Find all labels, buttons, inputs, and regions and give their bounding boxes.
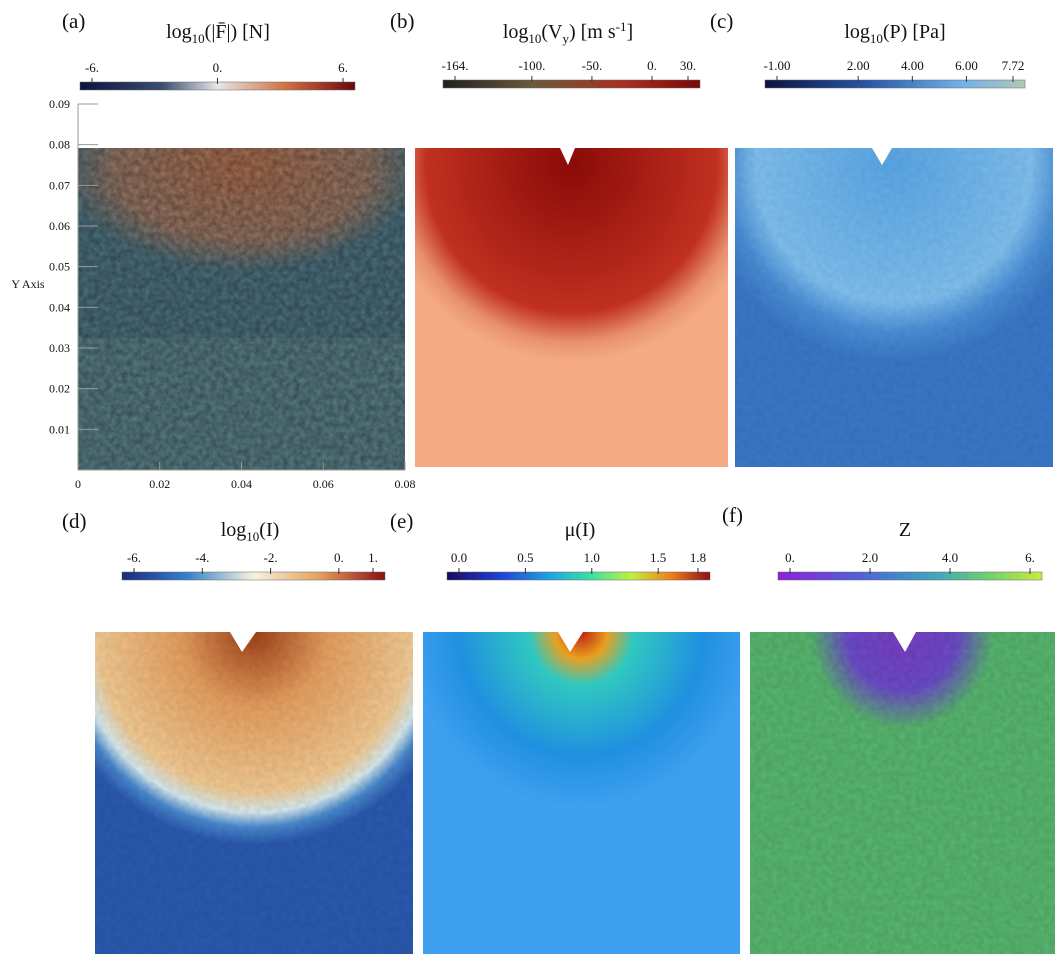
field-d <box>95 632 413 954</box>
colorbar <box>764 79 1026 89</box>
panel-label: (f) <box>722 503 743 527</box>
colorbar-title: Z <box>899 519 911 541</box>
title-part: μ(I) <box>565 519 596 541</box>
title-part: 10 <box>528 31 541 46</box>
colorbar-title: log10(|F̄|) [N] <box>166 21 270 46</box>
colorbar-tick-label: 0. <box>647 58 657 73</box>
title-part: ] <box>627 21 634 43</box>
title-part: 10 <box>192 31 205 46</box>
colorbar-tick-label: 2.00 <box>847 58 870 73</box>
title-part: Z <box>899 519 911 541</box>
title-part: log <box>844 21 870 43</box>
x-tick-label: 0.02 <box>149 477 170 491</box>
colorbar-tick-label: 6.00 <box>955 58 978 73</box>
colorbar-tick-label: -6. <box>85 60 99 75</box>
panel-label: (d) <box>62 509 87 533</box>
y-tick-label: 0.03 <box>49 341 70 355</box>
colorbar-tick-label: 7.72 <box>1002 58 1025 73</box>
colorbar-tick-label: 2.0 <box>862 550 878 565</box>
y-tick-label: 0.07 <box>49 178 70 192</box>
panel-label: (b) <box>390 9 415 33</box>
colorbar-title: μ(I) <box>565 519 596 541</box>
panel-label: (e) <box>390 509 413 533</box>
colorbar-title: log10(P) [Pa] <box>844 21 945 46</box>
y-tick-label: 0.01 <box>49 422 70 436</box>
colorbar <box>446 571 711 581</box>
colorbar-tick-label: 4.0 <box>942 550 958 565</box>
colorbar-tick-label: 6. <box>338 60 348 75</box>
x-tick-label: 0 <box>75 477 81 491</box>
title-part: 10 <box>870 31 883 46</box>
field-b <box>415 148 728 467</box>
field-f <box>750 632 1055 954</box>
colorbar <box>121 571 386 581</box>
title-part: y <box>562 31 569 46</box>
title-part: 10 <box>246 529 259 544</box>
y-tick-label: 0.09 <box>49 97 70 111</box>
field-c <box>735 148 1053 467</box>
title-part: ) [m s <box>569 21 616 43</box>
y-axis-label: Y Axis <box>11 277 45 291</box>
y-tick-label: 0.06 <box>49 219 70 233</box>
colorbar-tick-label: -164. <box>441 58 468 73</box>
colorbar <box>442 79 701 89</box>
y-tick-label: 0.04 <box>49 300 70 314</box>
title-part: -1 <box>616 19 627 34</box>
colorbar-tick-label: 0.0 <box>451 550 467 565</box>
colorbar-tick-label: 0. <box>213 60 223 75</box>
title-part: log <box>166 21 192 43</box>
colorbar-tick-label: 0. <box>785 550 795 565</box>
colorbar-tick-label: 6. <box>1025 550 1035 565</box>
colorbar-tick-label: -50. <box>582 58 603 73</box>
colorbar-tick-label: 30. <box>680 58 696 73</box>
colorbar-tick-label: 1.5 <box>650 550 666 565</box>
colorbar-tick-label: 1.0 <box>584 550 600 565</box>
y-tick-label: 0.08 <box>49 138 70 152</box>
x-tick-label: 0.08 <box>395 477 416 491</box>
title-part: (V <box>541 21 563 43</box>
title-part: log <box>221 519 247 541</box>
title-part: log <box>503 21 529 43</box>
colorbar-tick-label: 4.00 <box>901 58 924 73</box>
colorbar <box>777 571 1043 581</box>
panel-label: (c) <box>710 9 733 33</box>
colorbar-tick-label: -100. <box>518 58 545 73</box>
colorbar-tick-label: -2. <box>264 550 278 565</box>
y-tick-label: 0.02 <box>49 382 70 396</box>
x-tick-label: 0.04 <box>231 477 252 491</box>
colorbar-tick-label: 1. <box>368 550 378 565</box>
colorbar-title: log10(I) <box>221 519 280 544</box>
colorbar-tick-label: -6. <box>127 550 141 565</box>
colorbar-tick-label: -1.00 <box>763 58 790 73</box>
field-e <box>423 632 740 954</box>
field-a <box>78 148 405 470</box>
colorbar-tick-label: 0.5 <box>517 550 533 565</box>
colorbar-tick-label: 0. <box>334 550 344 565</box>
panel-label: (a) <box>62 9 85 33</box>
title-part: (P) [Pa] <box>883 21 946 43</box>
colorbar-title: log10(Vy) [m s-1] <box>503 19 633 46</box>
title-part: (I) <box>259 519 279 541</box>
y-tick-label: 0.05 <box>49 260 70 274</box>
colorbar-tick-label: -4. <box>195 550 209 565</box>
title-part: (|F̄|) [N] <box>205 21 270 43</box>
colorbar-tick-label: 1.8 <box>690 550 706 565</box>
x-tick-label: 0.06 <box>313 477 334 491</box>
